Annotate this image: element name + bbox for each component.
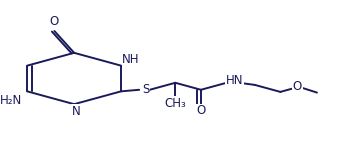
Text: H₂N: H₂N: [0, 94, 22, 107]
Text: CH₃: CH₃: [164, 97, 186, 110]
Text: NH: NH: [122, 53, 140, 66]
Text: O: O: [196, 104, 206, 117]
Text: O: O: [50, 15, 59, 28]
Text: O: O: [293, 80, 302, 93]
Text: N: N: [71, 105, 80, 118]
Text: HN: HN: [226, 74, 244, 87]
Text: S: S: [142, 83, 149, 95]
